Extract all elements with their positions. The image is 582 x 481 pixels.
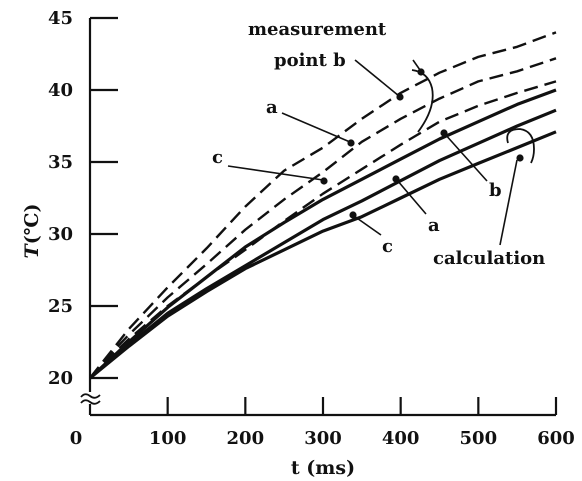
x-tick-label-300: 300 xyxy=(304,428,342,449)
series-measurement-b xyxy=(89,31,557,379)
label-calc-b: b xyxy=(489,180,502,201)
leader-meas-c xyxy=(227,165,324,181)
y-axis-label-symbol: T xyxy=(21,242,43,258)
bracket-calculation xyxy=(506,128,535,164)
y-axis-label: T(℃) xyxy=(21,204,43,259)
label-point-b: point b xyxy=(274,50,346,71)
axis-break-mark-lower xyxy=(80,399,101,405)
annotation-layer: measurement point b a c b a c calculation xyxy=(212,19,545,269)
y-tick-label-30: 30 xyxy=(48,224,73,245)
x-tick-label-400: 400 xyxy=(382,428,420,449)
marker-calculation xyxy=(516,154,524,162)
label-calculation: calculation xyxy=(433,248,545,269)
label-calc-a: a xyxy=(428,215,440,236)
marker-calc-c xyxy=(349,211,357,219)
series-calculation-b xyxy=(88,88,557,380)
leader-measurement-bracket xyxy=(412,59,421,71)
y-tick-label-20: 20 xyxy=(48,368,73,389)
leader-point-b xyxy=(354,59,400,97)
leader-calc-c xyxy=(353,215,382,236)
series-calculation-a xyxy=(88,108,557,380)
marker-point-b xyxy=(396,93,404,101)
x-tick-label-200: 200 xyxy=(227,428,265,449)
series-calculation-c xyxy=(88,130,557,380)
leader-meas-a xyxy=(281,112,351,143)
x-tick-label-0: 0 xyxy=(70,428,83,449)
x-tick-label-600: 600 xyxy=(537,428,575,449)
y-tick-label-45: 45 xyxy=(48,8,73,29)
y-tick-label-25: 25 xyxy=(48,296,73,317)
y-axis-label-unit: (℃) xyxy=(21,204,43,245)
label-meas-a: a xyxy=(266,97,278,118)
label-measurement: measurement xyxy=(248,19,387,40)
leader-calculation xyxy=(499,159,518,246)
marker-calc-b xyxy=(440,129,448,137)
marker-calc-a xyxy=(392,175,400,183)
marker-measurement-bracket xyxy=(417,68,425,76)
label-meas-c: c xyxy=(212,147,223,168)
leader-calc-b xyxy=(443,132,488,182)
bracket-measurement xyxy=(411,69,434,133)
x-tick-label-500: 500 xyxy=(460,428,498,449)
series-measurement-a xyxy=(89,57,557,379)
leader-calc-a xyxy=(396,179,427,215)
axis-break-mark-upper xyxy=(80,393,101,399)
y-tick-label-40: 40 xyxy=(48,80,73,101)
marker-meas-a xyxy=(347,139,355,147)
x-tick-label-100: 100 xyxy=(149,428,187,449)
marker-meas-c xyxy=(320,177,328,185)
series-layer xyxy=(88,31,557,380)
series-measurement-c xyxy=(89,80,557,379)
axes: 0 100 200 300 400 500 600 20 25 30 35 40 45 t (ms) T(℃… xyxy=(21,8,575,479)
y-tick-label-35: 35 xyxy=(48,152,73,173)
label-calc-c: c xyxy=(382,236,393,257)
x-axis-label: t (ms) xyxy=(291,457,355,479)
